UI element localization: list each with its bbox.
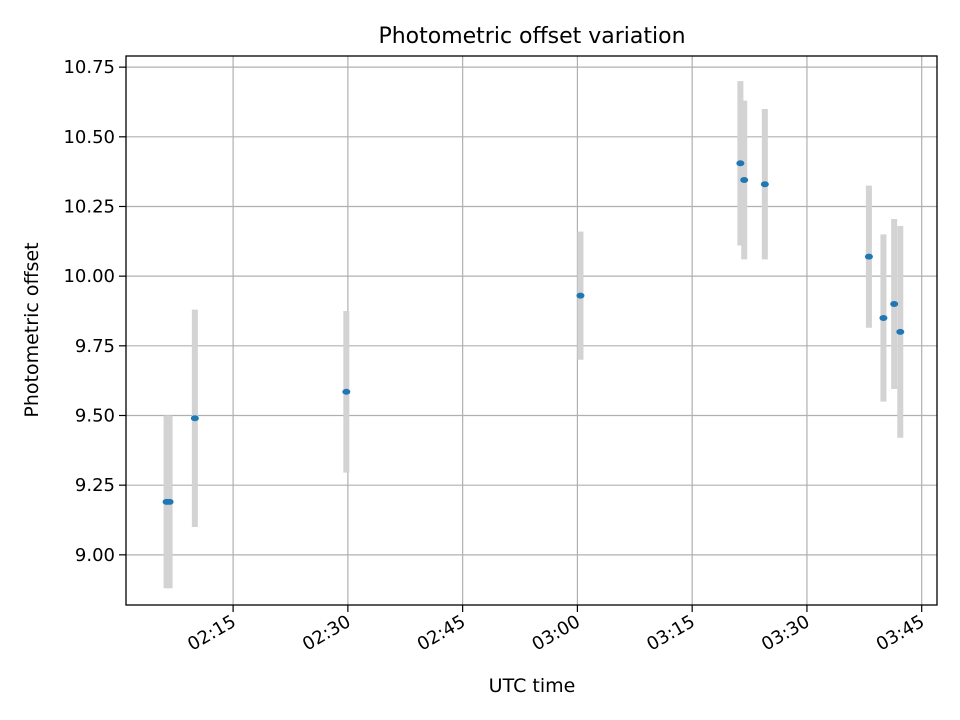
data-point	[165, 498, 174, 505]
x-tick-label: 02:15	[184, 611, 239, 655]
y-tick-label: 9.50	[75, 405, 115, 426]
x-axis-label: UTC time	[489, 675, 576, 697]
data-point	[879, 314, 888, 321]
plot-frame	[125, 55, 938, 606]
x-tick-label: 03:15	[643, 611, 698, 655]
errorbars	[163, 81, 904, 589]
data-point	[760, 181, 769, 188]
y-tick-label: 9.25	[75, 475, 115, 496]
y-axis: 9.00 9.25 9.50 9.75 10.00 10.25 10.50 10.75	[63, 57, 126, 566]
y-tick-label: 9.75	[75, 336, 115, 357]
y-tick-label: 9.00	[75, 545, 115, 566]
data-point	[342, 388, 351, 395]
x-tick-label: 02:45	[414, 611, 469, 655]
x-tick-label: 03:00	[528, 611, 583, 655]
x-tick-label: 02:30	[299, 611, 354, 655]
y-tick-label: 10.25	[63, 196, 115, 217]
x-tick-label: 03:30	[758, 611, 813, 655]
data-point	[190, 415, 199, 422]
y-tick-label: 10.75	[63, 57, 115, 78]
y-axis-label: Photometric offset	[21, 242, 43, 417]
y-tick-label: 10.50	[63, 127, 115, 148]
x-tick-label: 03:45	[873, 611, 928, 655]
grid	[126, 56, 937, 605]
data-point	[740, 177, 749, 184]
data-point	[736, 160, 745, 167]
chart-title: Photometric offset variation	[378, 24, 685, 49]
data-point	[896, 328, 905, 335]
y-tick-label: 10.00	[63, 266, 115, 287]
data-point	[890, 301, 899, 308]
data-point	[864, 253, 873, 260]
data-point	[576, 292, 585, 299]
x-axis: 02:15 02:30 02:45 03:00 03:15 03:30 03:45	[184, 605, 928, 655]
data-points	[162, 160, 905, 505]
